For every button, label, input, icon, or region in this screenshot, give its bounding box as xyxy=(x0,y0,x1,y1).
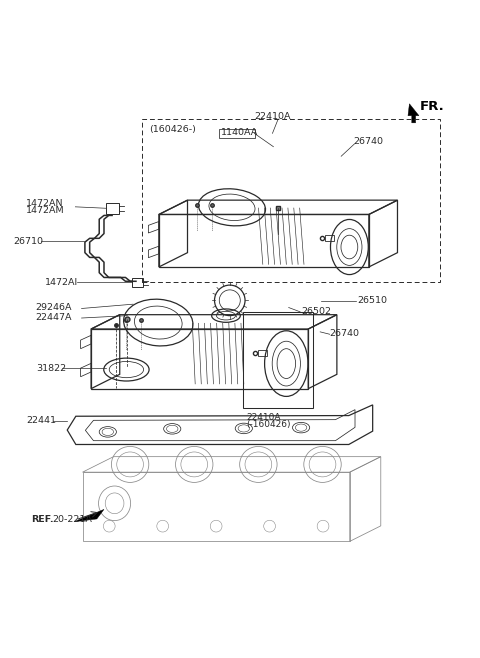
Bar xyxy=(258,349,267,356)
Polygon shape xyxy=(408,104,419,123)
Text: 26740: 26740 xyxy=(354,138,384,147)
Text: FR.: FR. xyxy=(420,99,444,113)
Text: 26502: 26502 xyxy=(301,307,331,316)
Text: REF.: REF. xyxy=(31,515,54,524)
Text: 22447A: 22447A xyxy=(36,313,72,322)
Text: 31822: 31822 xyxy=(36,364,66,372)
Text: 29246A: 29246A xyxy=(36,303,72,312)
Bar xyxy=(219,128,255,138)
Text: 1472AM: 1472AM xyxy=(26,206,65,215)
Bar xyxy=(325,235,334,241)
Bar xyxy=(243,313,312,408)
Polygon shape xyxy=(74,509,104,522)
Text: 26710: 26710 xyxy=(13,237,43,245)
Text: 22410A: 22410A xyxy=(254,112,291,120)
Text: 1140AA: 1140AA xyxy=(221,128,258,137)
Text: 20-221A: 20-221A xyxy=(52,515,92,524)
Bar xyxy=(142,119,441,282)
Text: 22441: 22441 xyxy=(26,416,56,425)
Text: (160426-): (160426-) xyxy=(149,125,196,134)
Bar xyxy=(106,203,119,215)
Text: 26740: 26740 xyxy=(330,329,360,338)
Text: 1472AN: 1472AN xyxy=(26,199,64,207)
Bar xyxy=(132,278,143,288)
Text: 1472AI: 1472AI xyxy=(45,278,79,287)
Text: 26510: 26510 xyxy=(357,296,387,305)
Text: (-160426): (-160426) xyxy=(247,420,291,429)
Text: 22410A: 22410A xyxy=(247,413,281,422)
